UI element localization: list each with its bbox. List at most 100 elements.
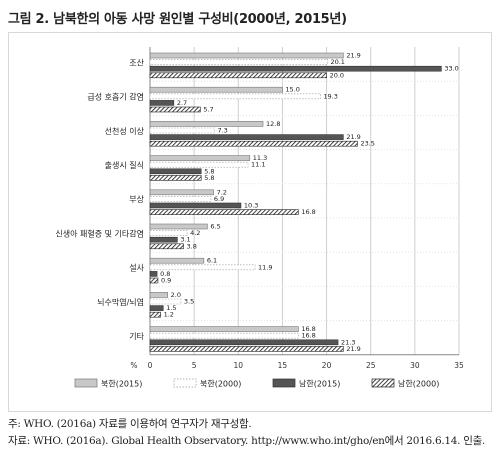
south2015-bar: [149, 339, 339, 346]
data-label: 7.3: [217, 127, 227, 135]
legend-swatch: [173, 378, 197, 388]
north2000-bar: [149, 332, 299, 339]
category-label: 부상: [129, 194, 144, 204]
legend-label: 북한(2015): [101, 380, 142, 389]
north2015-bar: [149, 121, 264, 127]
data-label: 2.0: [171, 291, 181, 299]
data-label: 0.9: [161, 277, 171, 285]
data-label: 16.8: [301, 325, 315, 333]
data-label: 16.8: [301, 208, 315, 216]
south2015-bar: [149, 100, 175, 106]
south2000-bar: [149, 277, 159, 284]
source-line: 자료: WHO. (2016a). Global Health Observat…: [8, 435, 485, 447]
data-label: 23.5: [360, 140, 374, 148]
x-tick-label: 20: [322, 361, 332, 370]
south2015-bar: [149, 271, 158, 277]
data-label: 15.0: [285, 86, 299, 94]
south2000-bar: [149, 175, 202, 181]
south2015-bar: [149, 65, 442, 72]
south2015-bar: [149, 236, 178, 243]
chart-frame: 조산 21.9 20.1 33.0 20.0 급성 호흡기 감염 15.0 19.3 2.7 5.…: [8, 32, 492, 412]
north2015-bar: [149, 189, 214, 196]
category-label: 신생아 패혈증 및 기타감염: [55, 228, 144, 238]
north2015-bar: [149, 155, 251, 161]
x-tick-label: 10: [234, 361, 244, 370]
data-label: 7.2: [217, 188, 227, 196]
data-label: 11.1: [251, 161, 265, 169]
data-label: 6.5: [210, 223, 220, 231]
north2000-bar: [149, 298, 182, 305]
x-tick-label: 35: [454, 361, 464, 370]
data-label: 12.8: [266, 120, 280, 128]
data-label: 21.9: [346, 345, 360, 353]
north2000-bar: [149, 264, 256, 271]
south2000-bar: [149, 346, 344, 352]
data-label: 5.8: [204, 174, 214, 182]
data-label: 1.2: [164, 311, 174, 319]
north2015-bar: [149, 86, 283, 93]
south2015-bar: [149, 168, 202, 175]
note-line: 주: WHO. (2016a) 자료를 이용하여 연구자가 재구성함.: [8, 418, 252, 430]
south2000-bar: [149, 311, 161, 318]
x-tick-label: 0: [148, 361, 153, 370]
data-label: 11.3: [253, 154, 267, 162]
south2000-bar: [149, 243, 184, 250]
category-label: 출생시 질식: [105, 160, 144, 170]
category-label: 기타: [129, 332, 144, 341]
north2015-bar: [149, 223, 208, 230]
south2000-bar: [149, 140, 358, 147]
figure-title: 그림 2. 남북한의 아동 사망 원인별 구성비(2000년, 2015년): [8, 12, 347, 27]
south2000-bar: [149, 72, 327, 79]
category-label: 조산: [129, 57, 144, 67]
data-label: 5.8: [204, 167, 214, 175]
north2015-bar: [149, 52, 344, 59]
x-tick-label: 15: [278, 361, 288, 370]
data-label: 3.5: [184, 298, 194, 306]
legend-swatch: [272, 378, 296, 388]
data-label: 5.7: [203, 106, 213, 114]
data-label: 6.9: [214, 195, 224, 203]
category-label: 설사: [129, 263, 144, 273]
north2015-bar: [149, 257, 205, 264]
legend-swatch: [371, 378, 395, 388]
category-label: 급성 호흡기 감염: [87, 92, 144, 102]
legend-label: 남한(2000): [398, 380, 439, 389]
data-label: 20.0: [330, 71, 344, 79]
north2000-bar: [149, 230, 188, 236]
south2015-bar: [149, 134, 344, 140]
data-label: 4.2: [190, 229, 200, 237]
data-label: 10.3: [244, 202, 258, 210]
data-label: 21.3: [341, 338, 355, 346]
north2015-bar: [149, 326, 299, 332]
north2000-bar: [149, 127, 215, 134]
x-tick-label: 5: [192, 361, 197, 370]
category-label: 뇌수막염/뇌염: [97, 297, 144, 307]
north2015-bar: [149, 292, 168, 298]
data-label: 19.3: [323, 92, 337, 100]
data-label: 20.1: [330, 58, 344, 66]
data-label: 11.9: [258, 263, 272, 271]
data-label: 6.1: [207, 257, 217, 265]
data-label: 33.0: [444, 65, 458, 73]
x-unit-label: %: [130, 361, 137, 370]
north2000-bar: [149, 59, 328, 65]
data-label: 21.9: [346, 52, 360, 60]
x-tick-label: 25: [366, 361, 376, 370]
category-label: 선천성 이상: [105, 126, 145, 136]
legend-label: 남한(2015): [299, 380, 340, 389]
north2000-bar: [149, 196, 212, 202]
data-label: 1.5: [166, 304, 176, 312]
legend-swatch: [74, 378, 98, 388]
data-label: 16.8: [301, 332, 315, 340]
data-label: 21.9: [346, 133, 360, 141]
south2015-bar: [149, 305, 164, 311]
data-label: 3.8: [187, 242, 197, 250]
x-tick-label: 30: [410, 361, 420, 370]
legend-label: 북한(2000): [200, 380, 241, 389]
notes: 주: WHO. (2016a) 자료를 이용하여 연구자가 재구성함. 자료: …: [8, 416, 485, 450]
data-label: 3.1: [180, 236, 190, 244]
north2000-bar: [149, 93, 321, 100]
south2015-bar: [149, 202, 242, 209]
south2000-bar: [149, 106, 201, 113]
